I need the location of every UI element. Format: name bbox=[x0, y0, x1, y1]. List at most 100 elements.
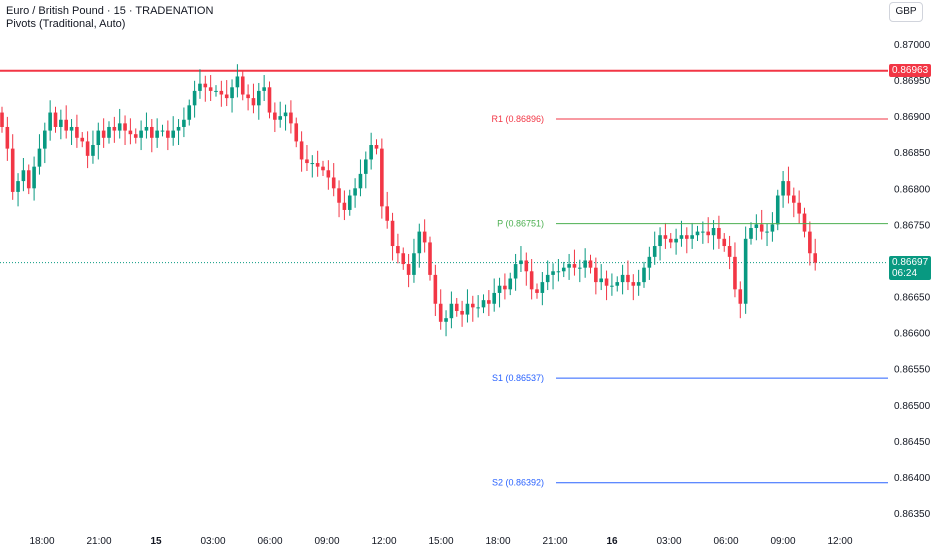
candle-body bbox=[96, 130, 101, 146]
time-tick-label: 18:00 bbox=[485, 536, 510, 547]
candle-body bbox=[588, 260, 593, 268]
candle-body bbox=[283, 112, 288, 117]
price-tick-label: 0.86400 bbox=[894, 473, 931, 484]
candle-body bbox=[754, 224, 759, 228]
candle-body bbox=[139, 130, 143, 138]
candle-body bbox=[695, 231, 700, 236]
candle-body bbox=[503, 285, 507, 290]
candle-body bbox=[535, 289, 539, 293]
candle-body bbox=[101, 130, 106, 138]
candle-body bbox=[513, 264, 518, 279]
candle-body bbox=[561, 267, 566, 272]
price-tick-label: 0.86950 bbox=[894, 76, 931, 87]
candle-body bbox=[21, 170, 26, 182]
candle-body bbox=[647, 256, 652, 268]
candle-body bbox=[540, 282, 545, 293]
time-tick-label: 16 bbox=[606, 536, 618, 547]
time-tick-label: 15 bbox=[150, 536, 162, 547]
high-price-label: 0.86963 bbox=[889, 64, 931, 77]
candle-body bbox=[717, 227, 721, 239]
candle-body bbox=[59, 119, 63, 127]
candle-body bbox=[251, 98, 256, 106]
price-tick-label: 0.86900 bbox=[894, 112, 931, 123]
candle-body bbox=[545, 274, 550, 283]
candle-body bbox=[230, 87, 234, 99]
candle-body bbox=[471, 303, 475, 308]
candle-body bbox=[144, 126, 149, 131]
chart-grid bbox=[0, 69, 888, 264]
bar-countdown: 06:24 bbox=[892, 268, 918, 279]
candle-body bbox=[519, 260, 523, 265]
candle-body bbox=[273, 112, 277, 120]
pivot-label: R1 (0.86896) bbox=[491, 114, 544, 124]
candle-body bbox=[679, 235, 684, 239]
candle-body bbox=[107, 126, 111, 138]
time-tick-label: 03:00 bbox=[200, 536, 225, 547]
candle-body bbox=[668, 238, 673, 243]
candle-body bbox=[578, 267, 582, 269]
candle-body bbox=[599, 278, 603, 283]
candle-body bbox=[775, 195, 780, 225]
candle-body bbox=[53, 112, 58, 127]
candle-body bbox=[701, 231, 705, 233]
candle-body bbox=[663, 235, 668, 239]
candle-body bbox=[123, 123, 127, 131]
candles bbox=[0, 64, 817, 337]
candle-body bbox=[305, 159, 309, 164]
candle-body bbox=[347, 195, 352, 210]
candle-body bbox=[449, 303, 454, 319]
candle-body bbox=[64, 119, 68, 131]
candle-body bbox=[91, 145, 95, 156]
candle-body bbox=[743, 238, 748, 304]
time-axis: 18:00 21:00 15 03:00 06:00 09:00 12:00 15:00 18:… bbox=[29, 536, 852, 547]
candle-body bbox=[128, 130, 133, 135]
candle-body bbox=[299, 141, 304, 160]
candle-body bbox=[385, 206, 389, 221]
candle-body bbox=[508, 278, 513, 290]
candle-body bbox=[75, 126, 79, 138]
candle-body bbox=[583, 260, 587, 268]
time-tick-label: 03:00 bbox=[656, 536, 681, 547]
candle-body bbox=[235, 76, 240, 88]
candle-body bbox=[171, 130, 175, 138]
symbol-legend-title[interactable]: Euro / British Pound · 15 · TRADENATION bbox=[6, 5, 214, 17]
candle-body bbox=[150, 126, 154, 138]
pivot-lines: R1 (0.86896) P (0.86751) S1 (0.86537) S2 (0… bbox=[491, 114, 888, 488]
time-tick-label: 06:00 bbox=[257, 536, 282, 547]
candle-body bbox=[43, 130, 47, 149]
price-tick-label: 0.86500 bbox=[894, 401, 931, 412]
candle-body bbox=[781, 181, 785, 196]
candle-body bbox=[476, 307, 480, 309]
currency-button[interactable]: GBP bbox=[889, 2, 923, 22]
candle-body bbox=[353, 188, 357, 196]
candle-body bbox=[727, 246, 732, 257]
indicator-legend[interactable]: Pivots (Traditional, Auto) bbox=[6, 18, 126, 30]
candle-body bbox=[551, 271, 555, 275]
candle-body bbox=[765, 231, 769, 233]
price-tick-label: 0.86450 bbox=[894, 437, 931, 448]
candle-body bbox=[813, 253, 817, 263]
candle-body bbox=[182, 119, 186, 127]
candle-body bbox=[802, 213, 807, 232]
candle-body bbox=[133, 134, 138, 138]
candle-body bbox=[556, 271, 561, 273]
time-tick-label: 18:00 bbox=[29, 536, 54, 547]
candle-body bbox=[652, 246, 657, 257]
candle-body bbox=[315, 163, 320, 167]
last-price-value: 0.86697 bbox=[892, 257, 929, 268]
price-tick-label: 0.86750 bbox=[894, 220, 931, 231]
price-tick-label: 0.86600 bbox=[894, 329, 931, 340]
candle-body bbox=[572, 264, 577, 268]
candle-body bbox=[642, 267, 646, 283]
candle-body bbox=[674, 238, 678, 243]
candle-body bbox=[187, 105, 192, 120]
candle-body bbox=[85, 141, 90, 156]
candle-body bbox=[374, 145, 379, 149]
candle-body bbox=[594, 267, 598, 283]
candle-body bbox=[428, 242, 432, 275]
candle-body bbox=[321, 166, 325, 171]
candle-body bbox=[358, 173, 363, 189]
candle-body bbox=[615, 282, 620, 286]
candle-body bbox=[198, 83, 202, 91]
